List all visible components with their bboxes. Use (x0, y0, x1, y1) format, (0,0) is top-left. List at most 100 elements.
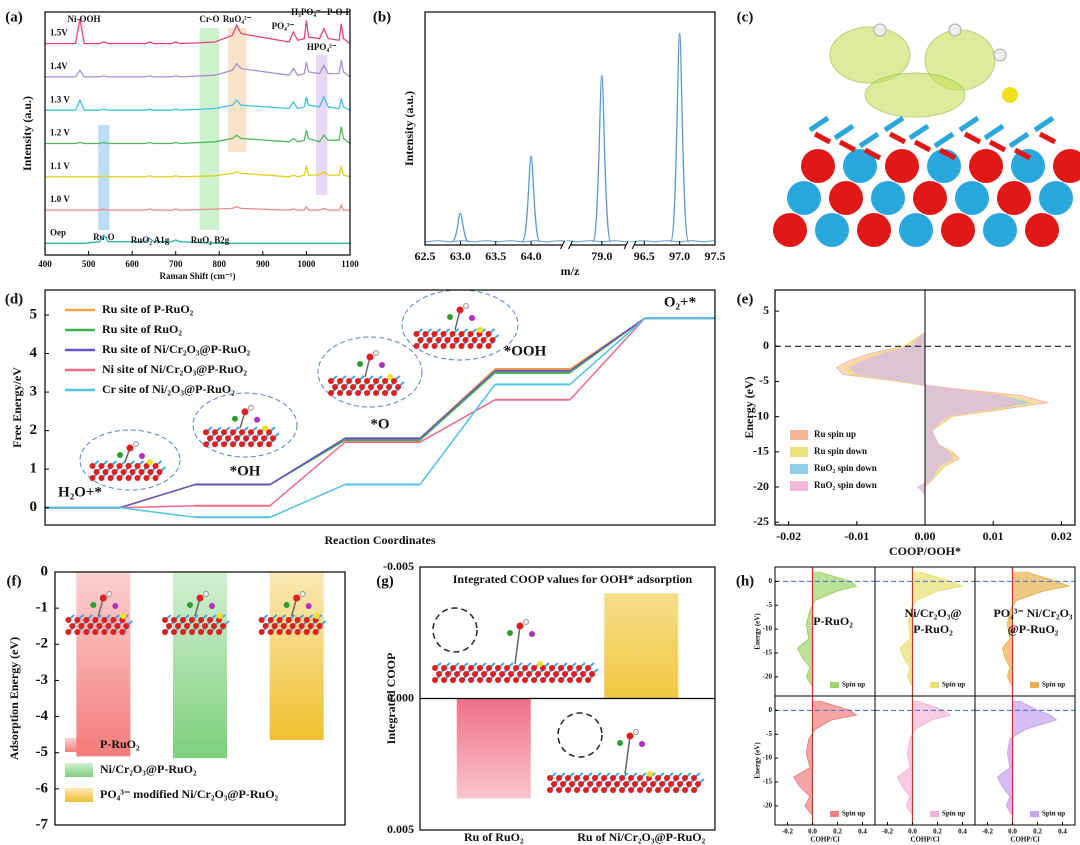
legend-label: Spin up (942, 810, 965, 818)
atom (531, 677, 537, 683)
atom (303, 617, 310, 623)
series-label: 1.1 V (50, 161, 70, 171)
y-tick-label: 0 (763, 338, 769, 352)
atom (105, 623, 112, 629)
atom (444, 337, 451, 343)
legend-swatch (790, 481, 808, 491)
x-tick-label: 700 (169, 259, 183, 269)
atom (873, 23, 887, 37)
band-label: RuO₄²⁻ (223, 14, 252, 24)
atom (647, 771, 653, 777)
spectrum (45, 18, 351, 45)
atom (522, 677, 528, 683)
atom (216, 629, 222, 635)
x-axis-title: Reaction Coordinates (325, 533, 436, 547)
x-tick-label: 96.5 (634, 249, 655, 263)
spectrum (45, 233, 350, 244)
x-tick-label: 0.00 (915, 529, 936, 543)
band (199, 28, 220, 230)
atom (92, 629, 99, 635)
bond (963, 131, 982, 145)
atom (456, 306, 464, 314)
x-tick-label: Ru of RuO₂ (464, 830, 524, 844)
atom (248, 429, 254, 436)
atom (230, 441, 236, 448)
atom (243, 435, 249, 442)
atom (477, 665, 483, 671)
atom (293, 594, 301, 602)
y-tick-label: 0 (769, 706, 773, 714)
legend-label: Ru spin down (814, 446, 867, 456)
y-tick-label: -7 (36, 816, 49, 832)
atom (254, 416, 260, 423)
x-tick-label: -0.2 (782, 828, 794, 836)
atom (504, 677, 510, 683)
atom (83, 629, 90, 635)
atom (431, 331, 438, 337)
bar (604, 593, 679, 699)
atom (871, 181, 905, 215)
atom (117, 452, 123, 458)
panel-label: (g) (376, 573, 394, 589)
axis-break (560, 240, 573, 250)
atom (110, 629, 117, 635)
y-tick-label: 5 (30, 306, 38, 322)
bond (863, 147, 882, 161)
atom (773, 213, 807, 247)
atom (359, 384, 365, 390)
cohp-curve (1001, 571, 1071, 687)
atom (815, 213, 849, 247)
atom (547, 787, 553, 793)
spectrum (45, 126, 351, 145)
atom (134, 475, 141, 481)
atom (276, 617, 283, 623)
atom (1011, 149, 1045, 183)
legend-swatch (1030, 811, 1039, 817)
atom (294, 629, 301, 635)
atom (659, 781, 665, 787)
atom (486, 665, 492, 671)
atom (576, 677, 582, 683)
baseline (630, 240, 715, 243)
atom (373, 390, 379, 396)
atom (560, 781, 566, 787)
atom (1002, 87, 1018, 103)
atom (234, 435, 240, 442)
atom (695, 781, 701, 787)
atom (1053, 149, 1080, 183)
y-tick-label: -5 (766, 730, 772, 738)
y-axis-title: Integrated COOP (384, 653, 398, 745)
atom (422, 331, 429, 337)
atom (610, 787, 616, 793)
connector (119, 483, 196, 509)
x-tick-label: 1100 (341, 259, 359, 269)
atom (285, 617, 292, 623)
atom (262, 623, 269, 629)
atom (592, 787, 598, 793)
atom (585, 677, 591, 683)
atom (366, 353, 374, 361)
y-tick-label: -15 (763, 649, 773, 657)
atom (114, 623, 121, 629)
connector (119, 506, 196, 519)
atom (691, 787, 697, 793)
atom (489, 337, 496, 343)
atom (432, 665, 438, 671)
atom (993, 48, 1007, 62)
atom (270, 435, 276, 442)
atom (983, 213, 1017, 247)
atom (641, 781, 647, 787)
atom (540, 677, 546, 683)
atom (285, 629, 292, 635)
atom (312, 629, 319, 635)
atom (83, 617, 90, 623)
y-tick-label: -5 (36, 744, 49, 760)
atom (303, 629, 310, 635)
atom (504, 665, 510, 671)
atom (673, 787, 679, 793)
atom (106, 591, 113, 597)
atom (257, 429, 263, 436)
atom (633, 729, 639, 735)
x-tick-label: 97.0 (669, 249, 690, 263)
atom (171, 629, 177, 635)
